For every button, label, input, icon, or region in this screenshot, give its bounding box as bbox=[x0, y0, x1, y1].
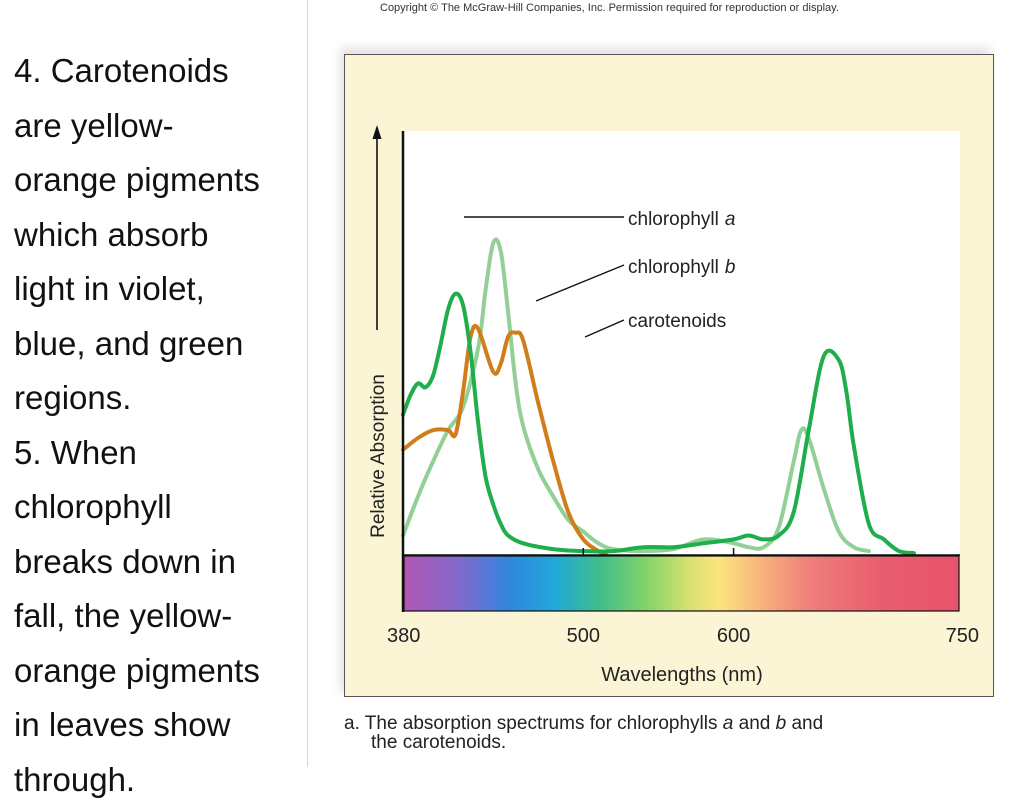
ylabel-arrow-head bbox=[373, 125, 382, 139]
caption-suffix: and bbox=[786, 713, 823, 734]
slide-text-line: 4. Carotenoids bbox=[14, 44, 304, 99]
caption-line-2: the carotenoids. bbox=[344, 733, 994, 752]
caption-middle: and bbox=[733, 713, 775, 734]
legend-carotenoids: carotenoids bbox=[628, 311, 726, 332]
slide-text-line: orange pigments bbox=[14, 153, 304, 208]
slide-text-line: which absorb bbox=[14, 208, 304, 263]
slide-text-line: chlorophyll bbox=[14, 480, 304, 535]
slide-text-line: fall, the yellow- bbox=[14, 589, 304, 644]
legend-carotenoids-text: carotenoids bbox=[628, 311, 726, 332]
legend-chlorophyll-a-text: chlorophyll bbox=[628, 209, 719, 230]
copyright-notice: Copyright © The McGraw-Hill Companies, I… bbox=[380, 2, 980, 14]
slide-text-line: are yellow- bbox=[14, 99, 304, 154]
x-tick-label: 500 bbox=[567, 625, 600, 647]
x-tick-label: 380 bbox=[387, 625, 420, 647]
slide-text-line: breaks down in bbox=[14, 535, 304, 590]
slide-divider bbox=[307, 0, 308, 767]
x-tick-label: 750 bbox=[946, 625, 979, 647]
slide-text-line: 5. When bbox=[14, 426, 304, 481]
slide-text-line: orange pigments bbox=[14, 644, 304, 699]
slide-text-line: in leaves show bbox=[14, 698, 304, 753]
slide-text-line: blue, and green bbox=[14, 317, 304, 372]
legend-chlorophyll-a-italic: a bbox=[725, 209, 736, 230]
slide-text-line: regions. bbox=[14, 371, 304, 426]
caption-prefix: a. The absorption spectrums for chloroph… bbox=[344, 713, 723, 734]
figure-panel: 380 500 600 750 Relative Absorption Wavelen… bbox=[344, 54, 994, 697]
caption-italic-b: b bbox=[776, 713, 787, 734]
absorption-chart: 380 500 600 750 Relative Absorption Wavelen… bbox=[345, 55, 995, 698]
x-tick-label: 600 bbox=[717, 625, 750, 647]
legend-chlorophyll-b-text: chlorophyll bbox=[628, 257, 719, 278]
legend-chlorophyll-b-italic: b bbox=[725, 257, 736, 278]
plot-background bbox=[403, 131, 960, 555]
slide-text-line: through. bbox=[14, 753, 304, 807]
spectrum-bar bbox=[404, 556, 959, 611]
slide-text-line: light in violet, bbox=[14, 262, 304, 317]
caption-italic-a: a bbox=[723, 713, 734, 734]
y-axis-label: Relative Absorption bbox=[368, 374, 389, 538]
x-axis-label: Wavelengths (nm) bbox=[601, 664, 763, 686]
figure-caption: a. The absorption spectrums for chloroph… bbox=[344, 714, 994, 752]
